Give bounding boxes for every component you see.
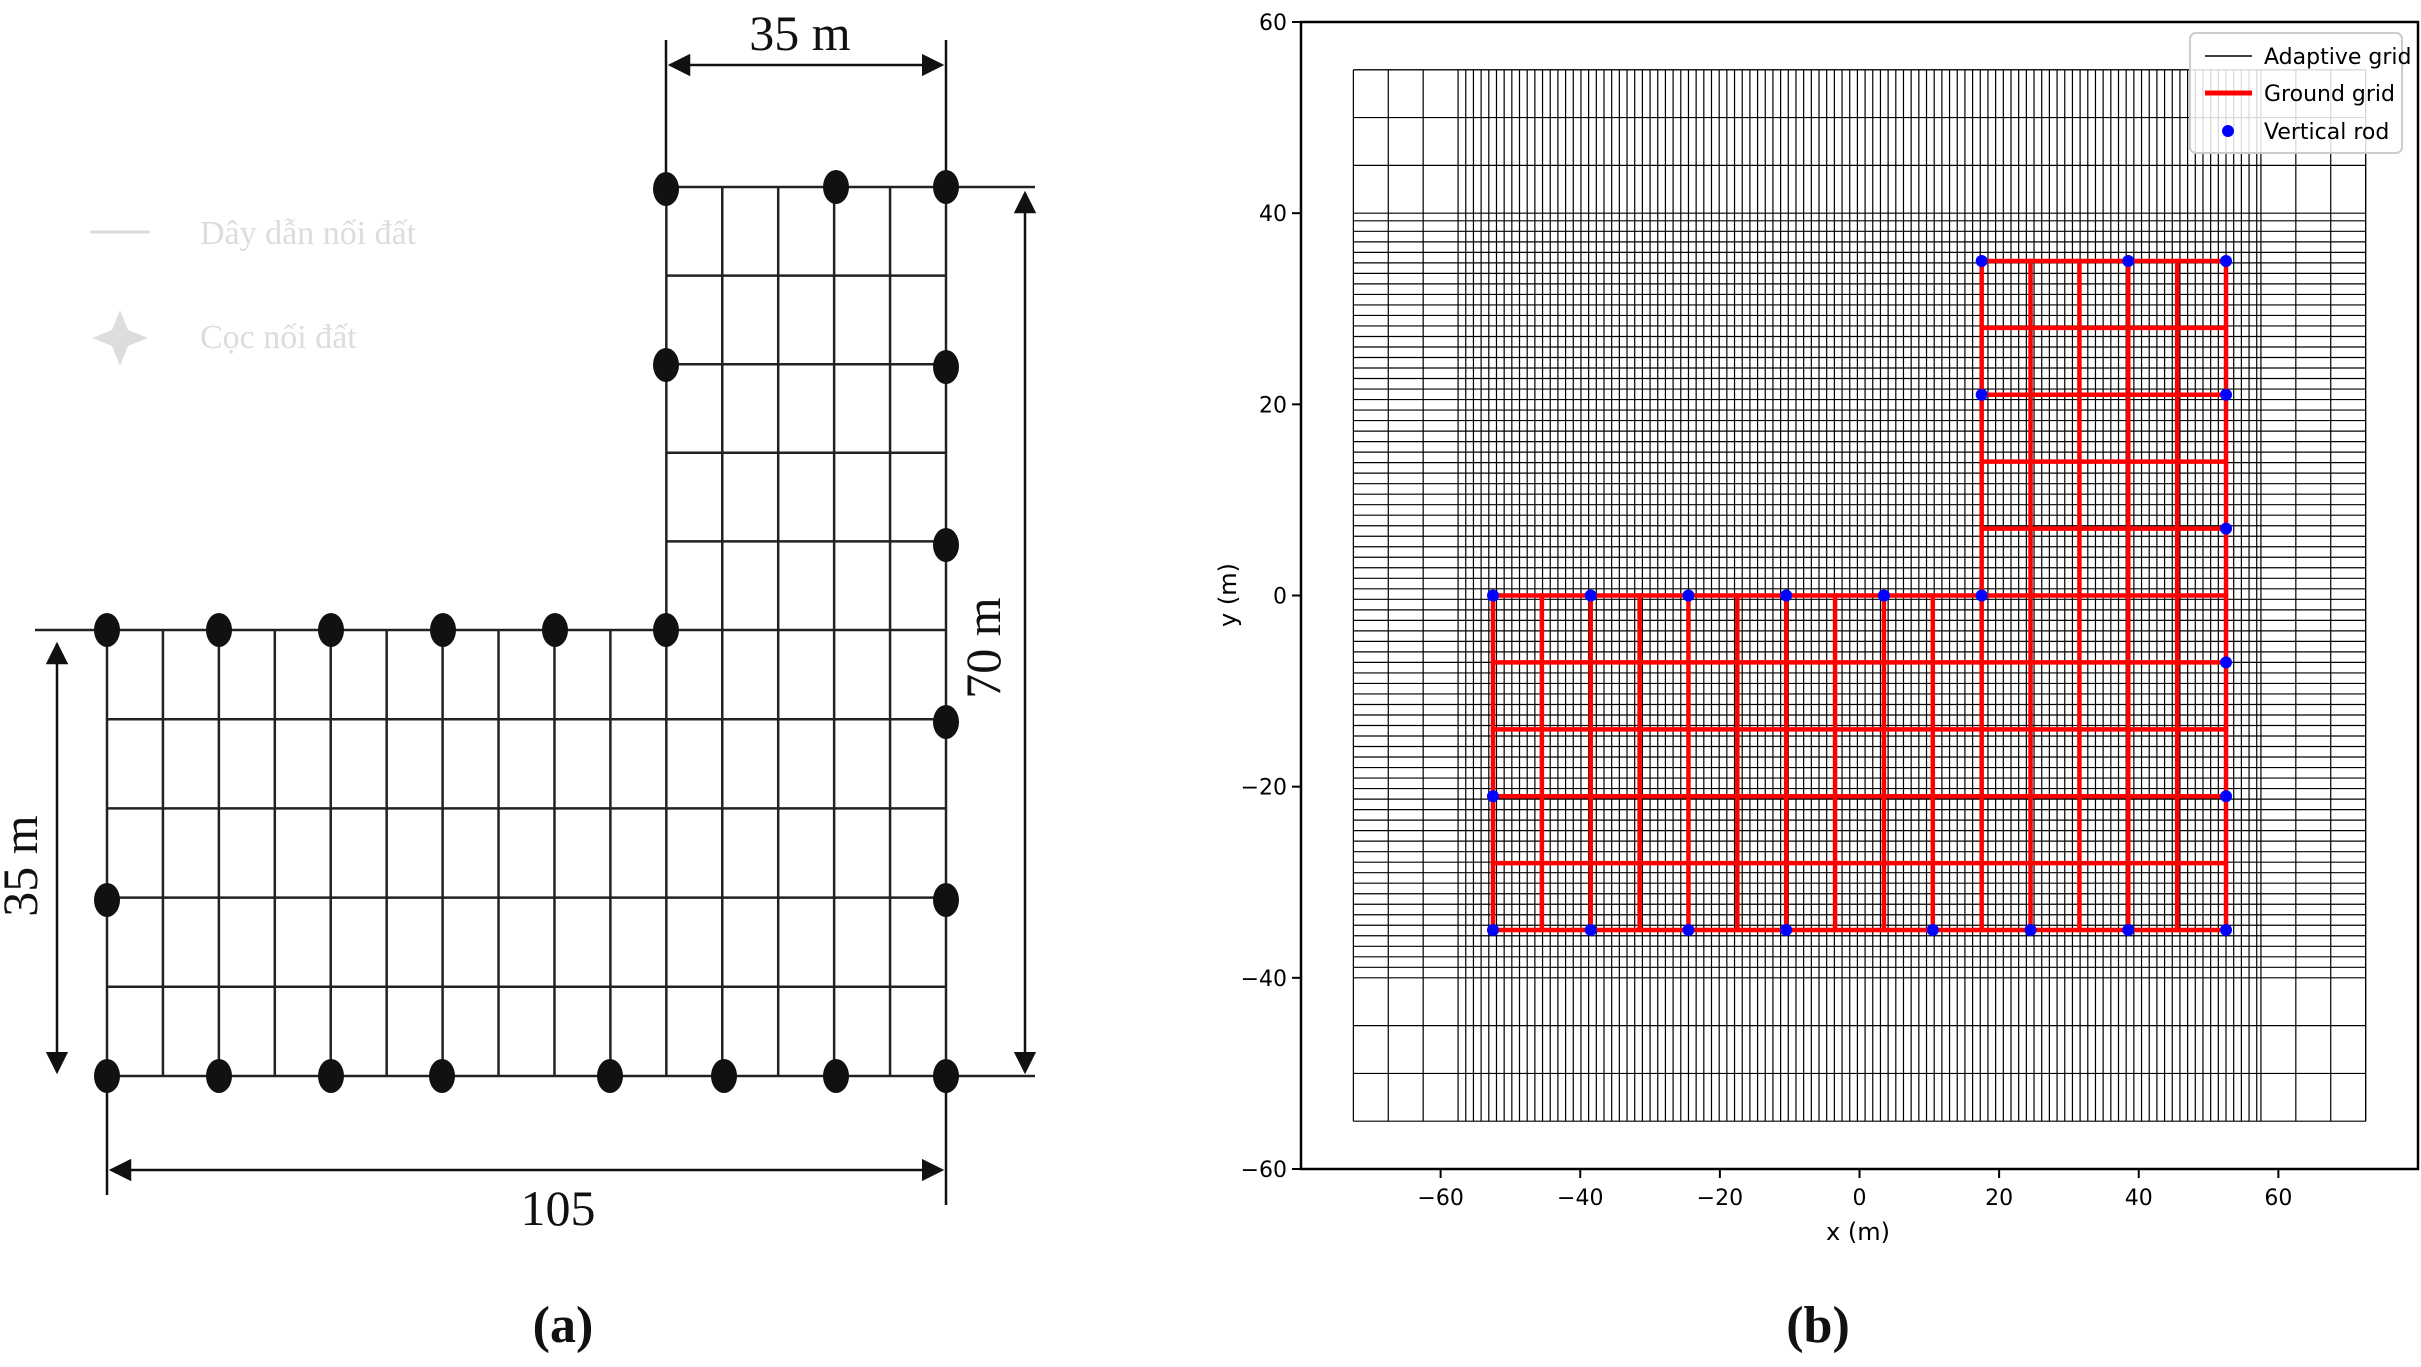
y-tick-label: 20 <box>1259 393 1287 418</box>
rod-marker <box>933 705 959 739</box>
rod-marker <box>653 348 679 382</box>
rod-marker <box>318 613 344 647</box>
x-tick-label: 20 <box>1985 1186 2013 1211</box>
vertical-rod-point <box>1486 924 1499 937</box>
vertical-rod-point <box>1975 589 1988 602</box>
vertical-rod-point <box>1584 924 1597 937</box>
rod-marker <box>653 172 679 206</box>
rod-marker <box>94 613 120 647</box>
y-axis-label: y (m) <box>1214 563 1242 627</box>
rod-marker <box>711 1059 737 1093</box>
rod-marker <box>429 1059 455 1093</box>
rod-marker <box>542 613 568 647</box>
dimension-lines-a <box>45 40 1037 1205</box>
vertical-rod-point <box>1486 790 1499 803</box>
rod-marker <box>94 883 120 917</box>
vertical-rod-point <box>1926 924 1939 937</box>
y-tick-label: −20 <box>1241 776 1287 801</box>
vertical-rod-point <box>2220 924 2233 937</box>
caption-b: (b) <box>1786 1297 1850 1354</box>
vertical-rod-point <box>1486 589 1499 602</box>
vertical-rods <box>1486 254 2233 937</box>
rod-marker <box>318 1059 344 1093</box>
vertical-rod-point <box>2122 254 2135 267</box>
plot-area <box>1352 69 2367 1122</box>
ground-grid <box>1490 258 2229 933</box>
y-tick-label: −60 <box>1241 1158 1287 1183</box>
rod-marker <box>653 613 679 647</box>
dimension-label-left: 35 m <box>0 815 48 917</box>
legend-label-ground-grid: Ground grid <box>2264 82 2395 107</box>
rod-marker <box>823 170 849 204</box>
legend-box <box>2189 32 2403 154</box>
ground-grid-mesh-a <box>35 185 1035 1078</box>
vertical-rod-point <box>1877 589 1890 602</box>
vertical-rod-point <box>2220 522 2233 535</box>
vertical-rod-point <box>1584 589 1597 602</box>
vertical-rod-point <box>2220 388 2233 401</box>
legend-label-vertical-rod: Vertical rod <box>2264 120 2389 145</box>
x-tick-label: 0 <box>1853 1186 1867 1211</box>
faint-legend-label-line: Dây dẫn nối đất <box>200 215 417 252</box>
legend-rod-swatch <box>92 310 148 366</box>
x-tick-label: 60 <box>2264 1186 2292 1211</box>
x-tick-label: −60 <box>1417 1186 1463 1211</box>
vertical-rod-point <box>1780 924 1793 937</box>
legend: Adaptive grid Ground grid Vertical rod <box>2189 32 2411 154</box>
rod-marker <box>206 613 232 647</box>
panel-b-plot: −60 −40 −20 0 20 40 60 −60 −40 −20 0 20 40 60 x (m) y… <box>1214 11 2420 1354</box>
x-tick-label: −20 <box>1697 1186 1743 1211</box>
x-axis-label: x (m) <box>1826 1218 1890 1246</box>
vertical-rod-point <box>1682 924 1695 937</box>
x-tick-label: 40 <box>2125 1186 2153 1211</box>
rod-marker <box>94 1059 120 1093</box>
legend-label-adaptive-grid: Adaptive grid <box>2264 45 2411 70</box>
y-tick-label: 0 <box>1273 585 1287 610</box>
rod-marker <box>933 170 959 204</box>
vertical-rod-point <box>1975 254 1988 267</box>
vertical-rod-point <box>2024 924 2037 937</box>
y-tick-label: 40 <box>1259 202 1287 227</box>
dimension-label-bottom: 105 <box>521 1180 596 1236</box>
rod-marker <box>933 528 959 562</box>
y-tick-label: 60 <box>1259 11 1287 36</box>
caption-a: (a) <box>533 1297 594 1354</box>
faint-legend: Dây dẫn nối đất Cọc nối đất <box>90 215 417 366</box>
axis-ticks: −60 −40 −20 0 20 40 60 −60 −40 −20 0 20 40 60 <box>1241 11 2293 1211</box>
rod-marker <box>430 613 456 647</box>
y-tick-label: −40 <box>1241 967 1287 992</box>
vertical-rod-point <box>1780 589 1793 602</box>
rod-marker <box>597 1059 623 1093</box>
rod-marker <box>933 350 959 384</box>
rod-marker <box>823 1059 849 1093</box>
rod-marker <box>933 883 959 917</box>
x-tick-label: −40 <box>1557 1186 1603 1211</box>
rod-marker <box>206 1059 232 1093</box>
faint-legend-label-rod: Cọc nối đất <box>200 319 357 356</box>
vertical-rod-point <box>2220 656 2233 669</box>
panel-a-drawing: Dây dẫn nối đất Cọc nối đất 35 m 70 m 35… <box>0 5 1037 1354</box>
vertical-rods-a <box>94 170 959 1093</box>
vertical-rod-point <box>2220 254 2233 267</box>
dimension-label-right: 70 m <box>955 597 1011 699</box>
legend-swatch-vertical-rod <box>2222 125 2234 137</box>
vertical-rod-point <box>1975 388 1988 401</box>
rod-marker <box>933 1059 959 1093</box>
vertical-rod-point <box>1682 589 1695 602</box>
dimension-label-top: 35 m <box>749 5 851 61</box>
vertical-rod-point <box>2122 924 2135 937</box>
vertical-rod-point <box>2220 790 2233 803</box>
